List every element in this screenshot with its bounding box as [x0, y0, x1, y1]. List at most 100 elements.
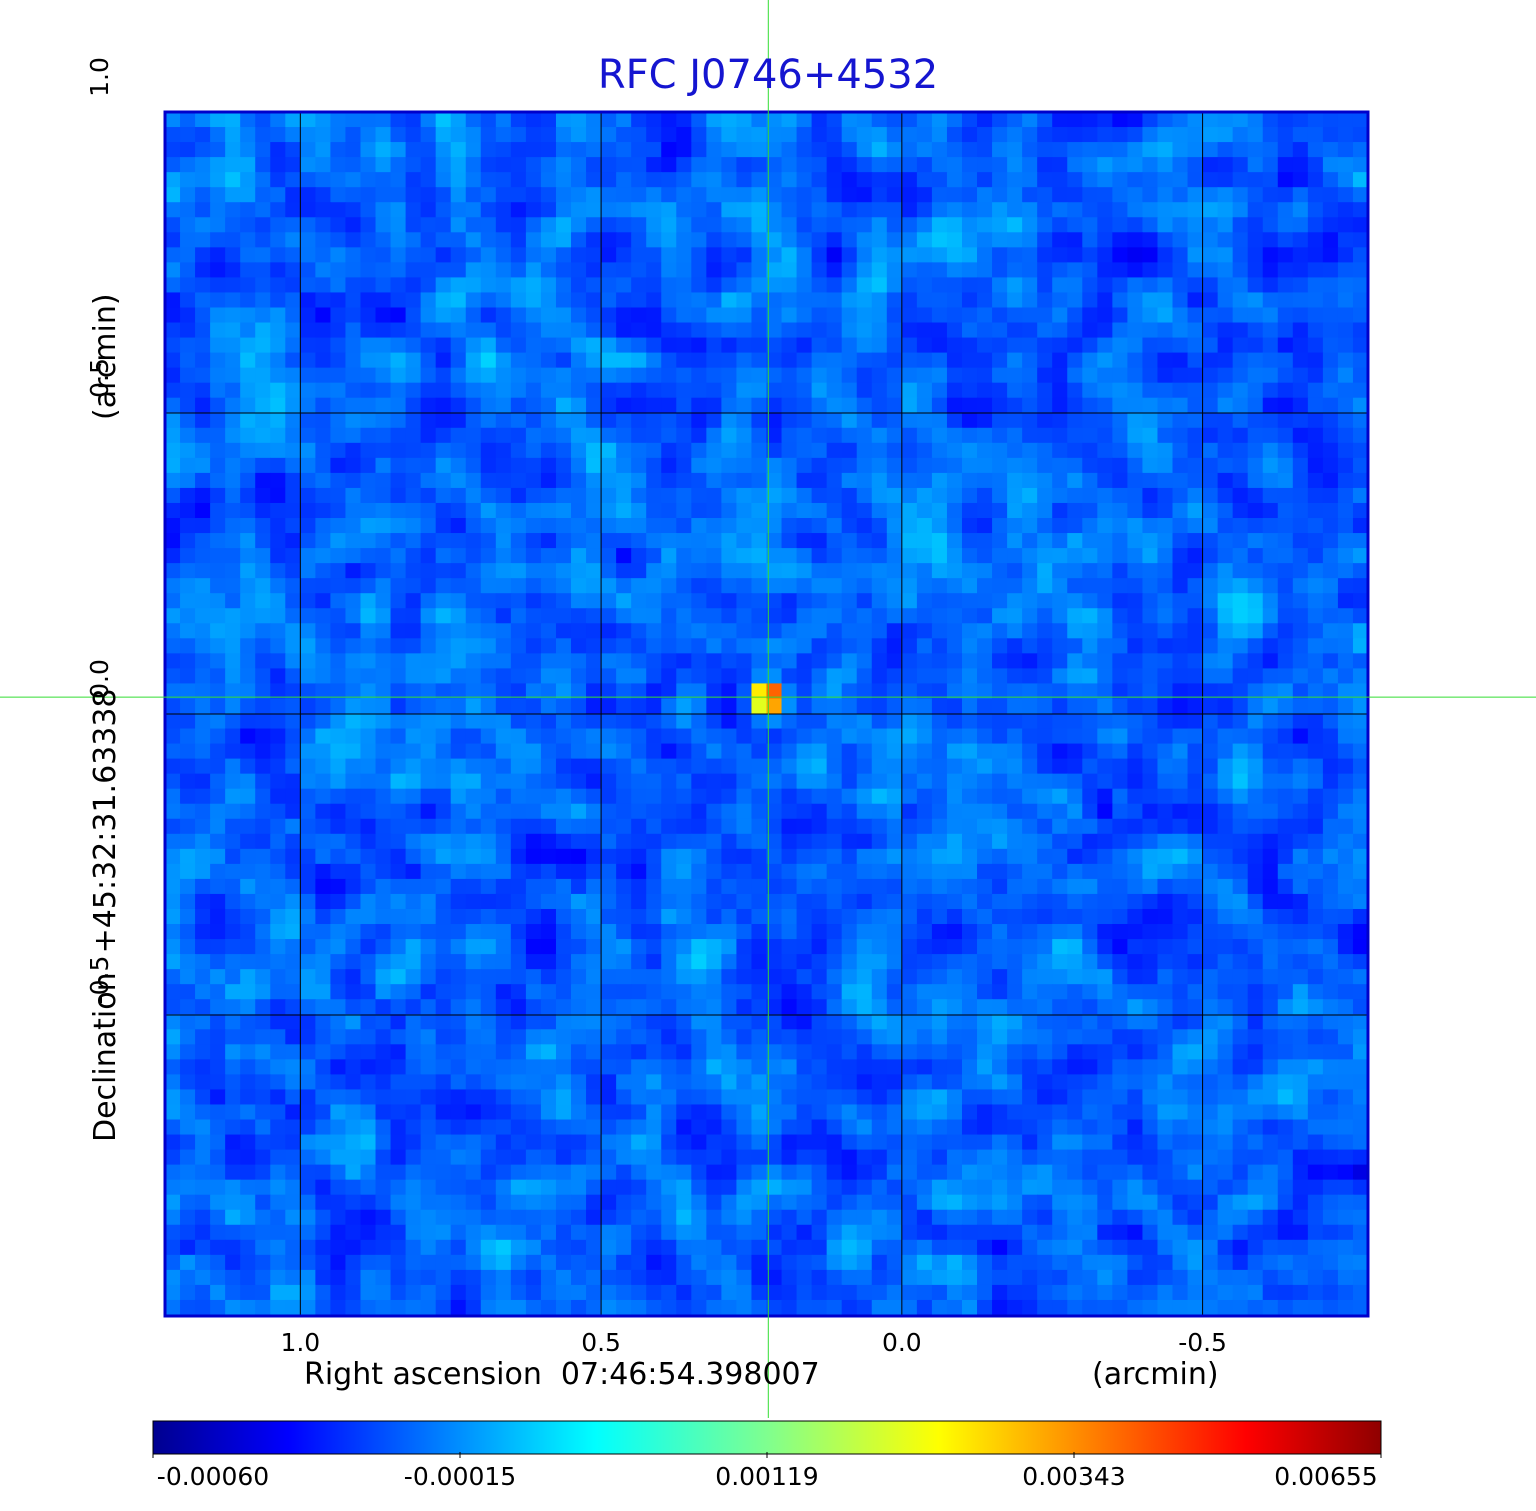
heatmap-cell [435, 969, 452, 985]
heatmap-cell [1337, 127, 1354, 143]
heatmap-cell [1277, 623, 1294, 639]
heatmap-cell [586, 698, 602, 715]
heatmap-cell [916, 352, 933, 369]
heatmap-cell [225, 608, 241, 624]
heatmap-cell [330, 442, 347, 459]
heatmap-cell [676, 157, 692, 173]
heatmap-cell [180, 638, 196, 654]
heatmap-cell [841, 698, 858, 715]
heatmap-cell [811, 653, 828, 669]
heatmap-cell [480, 939, 497, 955]
heatmap-cell [631, 232, 647, 248]
heatmap-cell [916, 833, 933, 850]
heatmap-cell [1262, 457, 1279, 474]
heatmap-cell [240, 863, 256, 880]
heatmap-cell [961, 878, 978, 895]
heatmap-cell [1187, 833, 1204, 850]
heatmap-cell [781, 322, 798, 339]
heatmap-cell [390, 848, 407, 865]
heatmap-cell [916, 803, 933, 820]
heatmap-cell [1217, 518, 1234, 534]
heatmap-cell [1352, 397, 1368, 414]
heatmap-cell [1277, 939, 1294, 955]
heatmap-cell [1292, 187, 1309, 203]
heatmap-cell [1082, 803, 1098, 820]
heatmap-cell [285, 442, 301, 459]
heatmap-cell [736, 127, 753, 143]
heatmap-cell [450, 427, 467, 444]
heatmap-cell [1352, 382, 1368, 399]
heatmap-cell [1307, 172, 1324, 188]
heatmap-cell [886, 367, 903, 384]
heatmap-cell [495, 457, 512, 474]
heatmap-cell [886, 908, 903, 925]
heatmap-cell [931, 653, 948, 669]
heatmap-cell [586, 142, 602, 158]
heatmap-cell [195, 202, 211, 218]
heatmap-cell [811, 427, 828, 444]
heatmap-cell [1322, 382, 1339, 399]
heatmap-cell [751, 999, 768, 1015]
heatmap-cell [916, 593, 933, 609]
heatmap-cell [1112, 743, 1128, 760]
heatmap-cell [946, 728, 963, 745]
heatmap-cell [661, 442, 677, 459]
heatmap-cell [405, 187, 422, 203]
heatmap-cell [811, 172, 828, 188]
heatmap-cell [1292, 127, 1309, 143]
heatmap-cell [992, 1014, 1008, 1030]
heatmap-cell [616, 262, 632, 279]
heatmap-cell [330, 352, 347, 369]
heatmap-cell [796, 653, 813, 669]
heatmap-cell [1022, 713, 1038, 730]
heatmap-cell [736, 788, 753, 805]
heatmap-cell [495, 142, 512, 158]
heatmap-cell [721, 382, 738, 399]
heatmap-cell [961, 893, 978, 910]
heatmap-cell [195, 157, 211, 173]
heatmap-cell [1322, 773, 1339, 790]
heatmap-cell [1037, 442, 1053, 459]
heatmap-cell [525, 202, 542, 218]
heatmap-cell [1337, 307, 1354, 324]
heatmap-cell [691, 773, 707, 790]
heatmap-cell [255, 999, 271, 1015]
heatmap-cell [946, 593, 963, 609]
heatmap-cell [1337, 397, 1354, 414]
heatmap-cell [1217, 442, 1234, 459]
heatmap-cell [946, 533, 963, 549]
heatmap-cell [1337, 187, 1354, 203]
heatmap-cell [676, 412, 692, 429]
heatmap-cell [345, 833, 362, 850]
heatmap-cell [706, 788, 722, 805]
heatmap-cell [751, 954, 768, 970]
heatmap-cell [300, 172, 316, 188]
heatmap-cell [510, 397, 527, 414]
heatmap-cell [555, 803, 572, 820]
heatmap-cell [1202, 382, 1219, 399]
heatmap-cell [165, 457, 181, 474]
heatmap-cell [360, 698, 377, 715]
heatmap-cell [871, 939, 888, 955]
heatmap-cell [931, 563, 948, 579]
heatmap-cell [931, 307, 948, 324]
heatmap-cell [390, 713, 407, 730]
heatmap-cell [465, 157, 482, 173]
heatmap-cell [616, 954, 632, 970]
heatmap-cell [1097, 908, 1113, 925]
heatmap-cell [360, 307, 377, 324]
heatmap-cell [1082, 533, 1098, 549]
heatmap-cell [1127, 548, 1144, 564]
heatmap-cell [691, 112, 707, 128]
heatmap-cell [315, 232, 332, 248]
heatmap-cell [751, 247, 768, 263]
heatmap-cell [1142, 172, 1159, 188]
heatmap-cell [1322, 127, 1339, 143]
heatmap-cell [901, 728, 918, 745]
heatmap-cell [1022, 442, 1038, 459]
heatmap-cell [1007, 187, 1023, 203]
heatmap-cell [1172, 908, 1189, 925]
heatmap-cell [946, 1029, 963, 1045]
heatmap-cell [1127, 638, 1144, 654]
heatmap-cell [480, 307, 497, 324]
